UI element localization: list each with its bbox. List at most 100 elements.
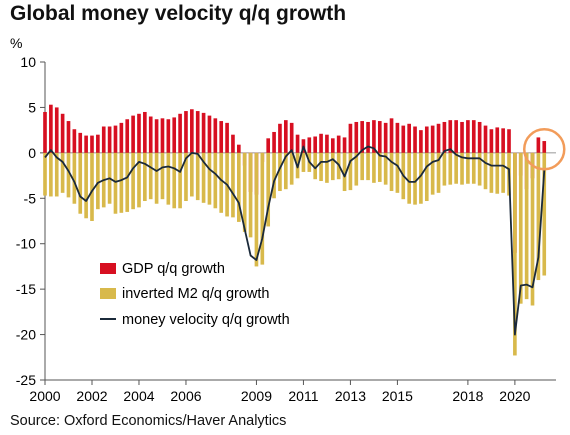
m2-bar [60, 152, 65, 193]
x-tick-label: 2004 [123, 388, 154, 404]
gdp-bar [360, 121, 364, 153]
gdp-bar [430, 125, 435, 153]
gdp-bar [330, 138, 335, 153]
gdp-bar [283, 120, 288, 153]
gdp-bar [231, 134, 235, 153]
chart-title: Global money velocity q/q growth [10, 2, 347, 25]
gdp-bar [289, 122, 294, 153]
gdp-bar [372, 120, 376, 153]
m2-bar [190, 152, 194, 197]
x-tick-label: 2011 [288, 388, 318, 404]
m2-bar [278, 152, 282, 192]
m2-bar [207, 152, 212, 205]
m2-bar [366, 152, 370, 181]
gdp-bar [184, 111, 188, 153]
m2-bar [49, 152, 53, 197]
legend-label: GDP q/q growth [122, 261, 225, 277]
gdp-bar [60, 113, 65, 153]
m2-bar [330, 152, 335, 181]
y-tick-label: 5 [28, 99, 36, 115]
m2-bar [430, 152, 435, 195]
gdp-bar [471, 120, 476, 153]
legend-label: money velocity q/q growth [122, 312, 290, 328]
gdp-bar [501, 128, 505, 153]
m2-bar [536, 152, 541, 281]
x-tick-label: 2000 [29, 388, 60, 404]
m2-bar [530, 152, 535, 306]
gdp-bar [366, 121, 370, 153]
gdp-bar [483, 125, 488, 153]
gdp-bar [84, 135, 88, 153]
gdp-bar [131, 115, 135, 153]
y-tick-label: -5 [24, 190, 37, 206]
m2-bar [131, 152, 135, 210]
gdp-bar [389, 118, 394, 153]
gdp-bar [466, 120, 470, 153]
m2-bar [313, 152, 318, 180]
gdp-bar [49, 104, 53, 153]
gdp-bar [96, 134, 100, 153]
legend-swatch-gdp [100, 263, 116, 274]
m2-bar [90, 152, 94, 221]
m2-bar [148, 152, 153, 200]
gdp-bar [172, 117, 177, 153]
m2-bar [471, 152, 476, 184]
m2-bar [301, 152, 306, 172]
m2-bar [231, 152, 235, 218]
gdp-bar [536, 137, 541, 153]
gdp-bar [43, 111, 47, 153]
gdp-bar [424, 126, 429, 153]
gdp-bar [195, 111, 200, 153]
m2-bar [325, 152, 329, 183]
gdp-bar [72, 129, 77, 153]
m2-bar [348, 152, 353, 191]
m2-bar [354, 152, 359, 186]
gdp-bar [178, 113, 182, 153]
gdp-bar [395, 122, 400, 153]
m2-bar [213, 152, 218, 209]
y-tick-label: 10 [20, 54, 36, 70]
gdp-bar [460, 121, 464, 153]
m2-bar [266, 152, 271, 227]
gdp-bar [154, 119, 159, 153]
m2-bar [424, 152, 429, 202]
m2-bar [542, 152, 547, 276]
m2-bar [360, 152, 364, 181]
m2-bar [513, 152, 517, 356]
m2-bar [413, 152, 417, 205]
highlight-circle [523, 127, 566, 171]
x-tick-label: 2015 [382, 388, 413, 404]
y-tick-label: -25 [16, 372, 36, 388]
m2-bar [342, 152, 347, 192]
gdp-bar [319, 133, 323, 153]
m2-bar [319, 152, 323, 182]
m2-bar [377, 152, 382, 182]
gdp-bar [401, 125, 406, 153]
gdp-bar [383, 122, 388, 153]
m2-bar [466, 152, 470, 184]
y-tick-label: 0 [28, 145, 36, 161]
gdp-bar [448, 120, 453, 153]
gdp-bar [436, 123, 441, 153]
m2-bar [436, 152, 441, 193]
gdp-bar [336, 135, 341, 153]
gdp-bar [419, 130, 423, 153]
source-note: Source: Oxford Economics/Haver Analytics [10, 413, 287, 429]
m2-bar [143, 152, 147, 202]
m2-bar [237, 152, 241, 222]
legend: GDP q/q growth inverted M2 q/q growth mone… [100, 261, 290, 328]
m2-bar [419, 152, 423, 204]
gdp-bar [78, 132, 83, 153]
m2-bar [389, 152, 394, 192]
m2-bar [184, 152, 188, 202]
m2-bar [54, 152, 59, 197]
m2-bar [407, 152, 411, 204]
gdp-bar [213, 118, 218, 153]
gdp-bar [166, 119, 171, 153]
gdp-bar [113, 125, 118, 153]
m2-bar [166, 152, 171, 205]
gdp-bar [160, 118, 165, 153]
gdp-bar [507, 129, 511, 153]
